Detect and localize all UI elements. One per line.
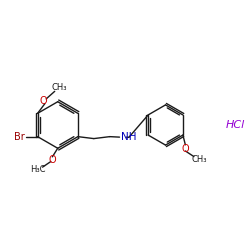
- Text: CH₃: CH₃: [52, 83, 67, 92]
- Text: O: O: [40, 96, 48, 106]
- Text: O: O: [48, 154, 56, 164]
- Text: Br: Br: [14, 132, 25, 142]
- Text: NH: NH: [121, 132, 136, 142]
- Text: HCl: HCl: [226, 120, 245, 130]
- Text: O: O: [182, 144, 189, 154]
- Text: CH₃: CH₃: [192, 155, 207, 164]
- Text: H₃C: H₃C: [30, 165, 46, 174]
